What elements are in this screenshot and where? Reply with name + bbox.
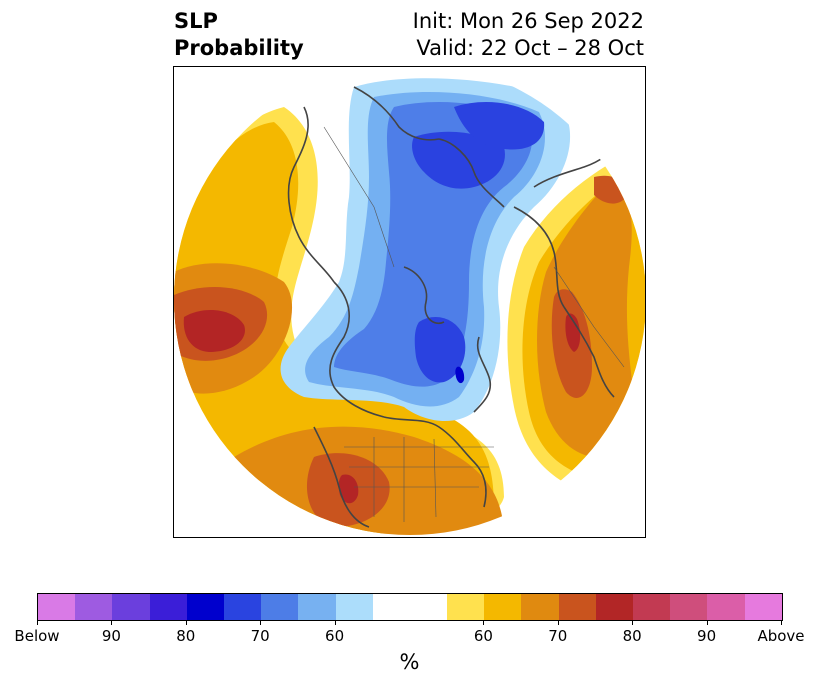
colorbar-tick-mark — [185, 620, 187, 625]
colorbar-segment — [186, 594, 224, 620]
colorbar-segment — [372, 594, 448, 620]
colorbar-tick-mark — [37, 620, 38, 625]
colorbar-unit-label: % — [399, 650, 420, 674]
colorbar-segment — [670, 594, 708, 620]
colorbar-tick-label: 80 — [176, 627, 196, 645]
colorbar-tick-mark — [260, 620, 262, 625]
colorbar-tick-label: 70 — [250, 627, 270, 645]
colorbar-tick-label: 60 — [325, 627, 345, 645]
colorbar-tick-mark — [483, 620, 485, 625]
init-date: Init: Mon 26 Sep 2022 — [412, 9, 644, 33]
colorbar-tick-mark — [632, 620, 634, 625]
colorbar-tick-label: 60 — [473, 627, 493, 645]
colorbar-tick-label: 80 — [622, 627, 642, 645]
colorbar-tick-mark — [334, 620, 336, 625]
colorbar-segment — [484, 594, 522, 620]
map-title: SLP Probability — [174, 8, 304, 62]
colorbar-segment — [38, 594, 76, 620]
colorbar — [37, 593, 783, 621]
polar-map — [173, 66, 646, 538]
colorbar-tick-mark — [557, 620, 559, 625]
colorbar-tick-mark — [706, 620, 708, 625]
colorbar-segment — [149, 594, 187, 620]
colorbar-segment — [558, 594, 596, 620]
below-max-canada — [455, 366, 465, 384]
colorbar-segment — [447, 594, 485, 620]
colorbar-segment — [521, 594, 559, 620]
colorbar-segment — [595, 594, 634, 620]
colorbar-tick-mark — [111, 620, 113, 625]
title-line-2: Probability — [174, 36, 304, 60]
title-line-1: SLP — [174, 9, 218, 33]
colorbar-segment — [75, 594, 113, 620]
forecast-dates: Init: Mon 26 Sep 2022 Valid: 22 Oct – 28… — [413, 8, 644, 62]
colorbar-segment — [633, 594, 671, 620]
colorbar-segment — [335, 594, 373, 620]
colorbar-tick-label: 70 — [548, 627, 568, 645]
probability-map-svg — [174, 67, 645, 535]
valid-date-range: Valid: 22 Oct – 28 Oct — [416, 36, 644, 60]
colorbar-segment — [112, 594, 150, 620]
colorbar-tick-label: Below — [14, 627, 60, 645]
colorbar-tick-label: 90 — [101, 627, 121, 645]
colorbar-segment — [707, 594, 745, 620]
below-region-arctic-4 — [412, 131, 505, 189]
above-max-north-america — [338, 474, 359, 504]
above-max-pacific — [183, 310, 245, 352]
colorbar-tick-label: 90 — [697, 627, 717, 645]
colorbar-segment — [223, 594, 262, 620]
below-region-canada — [414, 317, 466, 383]
above-max-europe — [565, 313, 581, 352]
colorbar-segment — [261, 594, 299, 620]
borders — [323, 126, 625, 522]
above-region-pacific-west-2 — [174, 122, 494, 535]
colorbar-tick-label: Above — [757, 627, 805, 645]
colorbar-tick-mark — [781, 620, 782, 625]
below-region-east — [454, 102, 545, 150]
above-region-europe-3 — [537, 177, 636, 458]
colorbar-segment — [298, 594, 336, 620]
colorbar-segment — [744, 594, 782, 620]
coastlines — [287, 86, 625, 528]
